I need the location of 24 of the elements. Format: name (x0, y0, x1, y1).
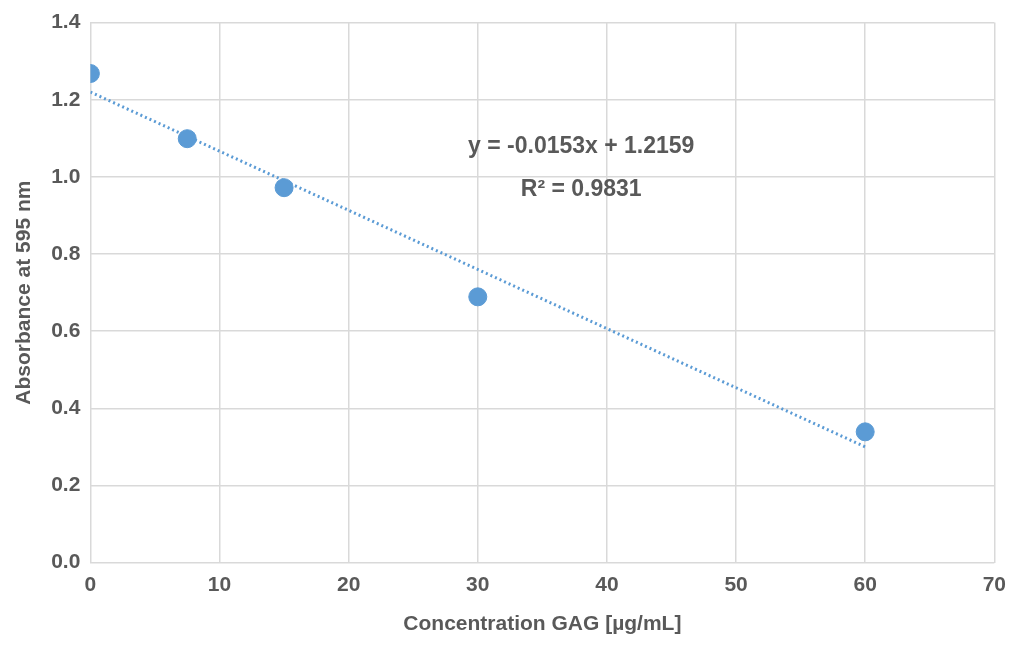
x-axis-title: Concentration GAG [µg/mL] (403, 611, 682, 635)
x-tick-label: 10 (207, 572, 232, 595)
x-tick-label: 0 (84, 572, 97, 595)
y-tick-label: 0.0 (51, 549, 81, 573)
annotation: y = -0.0153x + 1.2159 (468, 132, 695, 159)
x-tick-label: 60 (853, 572, 877, 595)
x-tick-label: 40 (595, 572, 619, 595)
y-tick-label: 1.0 (51, 163, 81, 187)
y-tick-label: 0.2 (51, 472, 81, 496)
y-tick-label: 0.6 (51, 317, 81, 341)
point (177, 129, 197, 149)
annotation: R² = 0.9831 (520, 175, 642, 202)
y-tick-label: 1.2 (51, 86, 81, 110)
x-tick-label: 20 (336, 572, 361, 595)
y-tick-label: 1.4 (51, 9, 81, 33)
point (855, 422, 875, 442)
point (468, 287, 488, 307)
point (274, 178, 294, 198)
y-tick-label: 0.8 (51, 240, 81, 264)
y-tick-label: 0.4 (51, 395, 81, 419)
x-tick-label: 30 (466, 572, 490, 595)
x-tick-label: 70 (982, 572, 1006, 595)
x-tick-label: 50 (724, 572, 748, 595)
y-axis-title: Absorbance at 595 nm (11, 180, 35, 405)
